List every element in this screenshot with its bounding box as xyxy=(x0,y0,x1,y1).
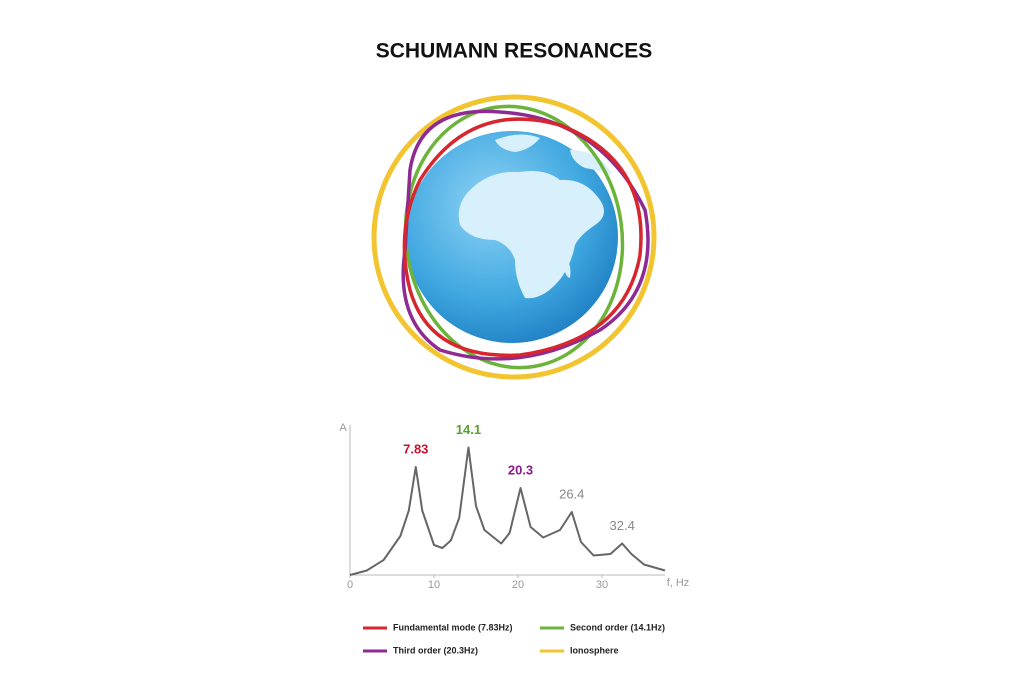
peak-label: 32.4 xyxy=(610,518,635,533)
peak-label: 20.3 xyxy=(508,462,533,477)
third-order-ring xyxy=(401,109,650,361)
x-axis-label: f, Hz xyxy=(667,577,690,589)
spectrum-line xyxy=(349,446,666,576)
legend-label: Second order (14.1Hz) xyxy=(570,622,665,632)
peak-label: 26.4 xyxy=(559,486,584,501)
fundamental-ring xyxy=(402,117,643,358)
legend-label: Third order (20.3Hz) xyxy=(393,645,478,655)
rings xyxy=(371,94,657,380)
title: SCHUMANN RESONANCES xyxy=(376,40,653,63)
x-tick-label: 10 xyxy=(428,579,440,591)
legend: Fundamental mode (7.83Hz) Second order (1… xyxy=(363,622,665,655)
legend-label: Fundamental mode (7.83Hz) xyxy=(393,622,513,632)
globe xyxy=(406,131,618,343)
spectrum-chart: A f, Hz 0 10 20 30 7.83 14.1 20.3 26.4 32.4 xyxy=(339,422,689,591)
legend-label: Ionosphere xyxy=(570,645,619,655)
x-tick-label: 30 xyxy=(596,579,608,591)
y-axis-label: A xyxy=(339,422,347,434)
x-tick-label: 20 xyxy=(512,579,524,591)
x-tick-label: 0 xyxy=(347,579,353,591)
peak-label: 7.83 xyxy=(403,441,428,456)
ionosphere-ring xyxy=(371,94,657,380)
second-order-ring xyxy=(403,104,625,370)
peak-label: 14.1 xyxy=(456,422,481,437)
